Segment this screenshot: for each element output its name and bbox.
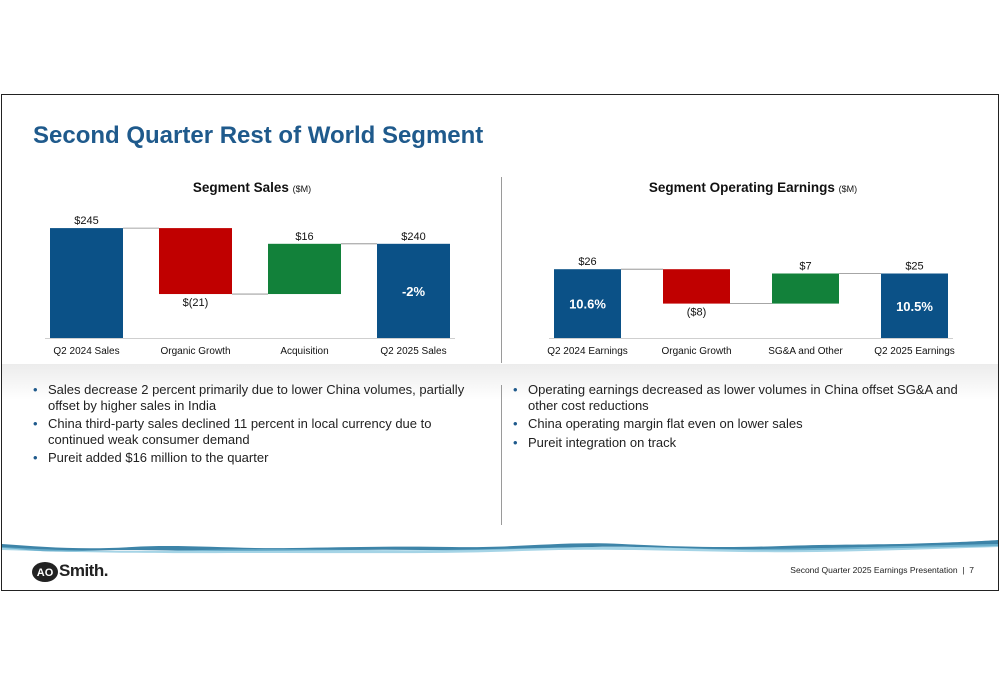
ao-mark-icon: AO: [32, 562, 58, 582]
sales-percent-label: -2%: [402, 284, 426, 299]
chart-divider: [501, 177, 502, 363]
segment-earnings-heading-text: Segment Operating Earnings: [648, 180, 835, 195]
bullet-text: Sales decrease 2 percent primarily due t…: [48, 382, 465, 413]
segment-earnings-heading: Segment Operating Earnings ($M): [603, 180, 903, 195]
page-number: 7: [969, 565, 974, 575]
footer-separator: |: [962, 565, 965, 575]
bullet-item: • China operating margin flat even on low…: [513, 416, 803, 431]
bullet-divider: [501, 385, 502, 525]
bullet-text: China operating margin flat even on lowe…: [528, 416, 803, 431]
bullet-item: • Sales decrease 2 percent primarily due …: [33, 382, 465, 413]
bullet-item: • China third-party sales declined 11 per…: [33, 416, 432, 447]
segment-earnings-unit: ($M): [838, 184, 858, 194]
sales-category-label: Q2 2024 Sales: [53, 346, 119, 357]
sales-bar: [268, 243, 341, 295]
sales-bar: [50, 228, 123, 338]
segment-sales-chart: $245 Q2 2024 Sales $(21) Organic Growth $16 A…: [45, 215, 455, 357]
logo-wordmark: Smith.: [59, 561, 108, 580]
bullet-text: China third-party sales declined 11 perc…: [48, 416, 432, 447]
earnings-percent-label: 10.6%: [569, 297, 606, 312]
sales-bar: [159, 228, 232, 295]
segment-sales-heading-text: Segment Sales: [192, 180, 289, 195]
earnings-value-label: $26: [578, 256, 596, 268]
segment-sales-unit: ($M): [292, 184, 312, 194]
sales-bar: [377, 243, 450, 338]
bullet-band: [2, 364, 998, 400]
water-wave-graphic: [2, 540, 998, 554]
footer: Second Quarter 2025 Earnings Presentatio…: [790, 565, 974, 575]
bullet-text: Operating earnings decreased as lower vo…: [528, 382, 958, 413]
logo-mark-text: AO: [37, 567, 54, 579]
segment-earnings-chart: $26 10.6% Q2 2024 Earnings ($8) Organic Grow…: [547, 256, 955, 357]
bullet-item: • Pureit integration on track: [513, 434, 677, 450]
earnings-bar: [772, 273, 839, 304]
sales-value-label: $(21): [183, 297, 209, 309]
sales-value-label: $245: [74, 215, 98, 227]
bullet-text: Pureit integration on track: [528, 434, 677, 450]
sales-category-label: Organic Growth: [160, 346, 230, 357]
bullet-item: • Pureit added $16 million to the quarter: [33, 450, 269, 465]
segment-sales-heading: Segment Sales ($M): [102, 180, 402, 195]
bullet-item: • Operating earnings decreased as lower v…: [513, 382, 958, 413]
earnings-category-label: SG&A and Other: [768, 346, 843, 357]
bullet-text: Pureit added $16 million to the quarter: [48, 450, 269, 465]
earnings-category-label: Organic Growth: [661, 346, 731, 357]
earnings-value-label: $25: [905, 261, 923, 273]
sales-value-label: $16: [295, 231, 313, 243]
earnings-category-label: Q2 2024 Earnings: [547, 346, 628, 357]
footer-presentation-title: Second Quarter 2025 Earnings Presentatio…: [790, 565, 958, 575]
earnings-bar: [663, 269, 730, 304]
bullets-right: • Operating earnings decreased as lower v…: [510, 382, 972, 453]
sales-category-label: Q2 2025 Sales: [380, 346, 446, 357]
earnings-bar: [881, 273, 948, 338]
earnings-percent-label: 10.5%: [896, 299, 933, 314]
earnings-value-label: ($8): [687, 307, 707, 319]
sales-value-label: $240: [401, 231, 425, 243]
ao-smith-logo: AO Smith.: [31, 560, 121, 586]
sales-category-label: Acquisition: [280, 346, 328, 357]
bullets-left: • Sales decrease 2 percent primarily due …: [30, 382, 480, 469]
earnings-bar: [554, 269, 621, 338]
page-title: Second Quarter Rest of World Segment: [33, 122, 484, 149]
earnings-category-label: Q2 2025 Earnings: [874, 346, 955, 357]
earnings-value-label: $7: [799, 261, 811, 273]
slide: Second Quarter Rest of World Segment Seg…: [1, 94, 999, 591]
